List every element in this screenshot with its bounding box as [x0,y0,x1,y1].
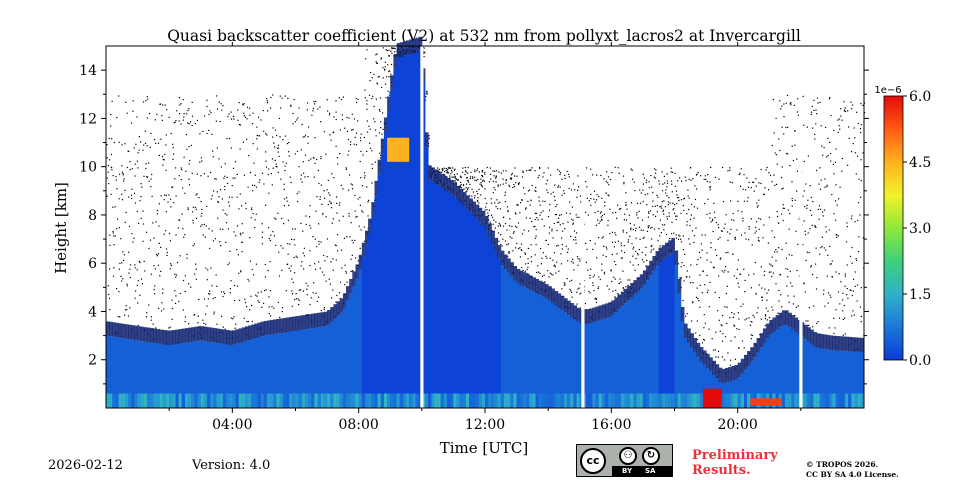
copyright-line1: © TROPOS 2026. [806,460,879,469]
chart-title: Quasi backscatter coefficient (V2) at 53… [167,27,801,45]
preliminary-line2: Results. [692,463,751,478]
attribution-icon: ⚇ [619,447,637,465]
share-alike-icon: ↻ [642,447,660,465]
colorbar-tick-label: 4.5 [909,155,931,171]
data-gap [799,46,803,408]
cloud-signals [387,137,782,408]
date-label: 2026-02-12 [48,458,123,473]
cc-by-label: BY [622,467,633,475]
plot-area [106,36,866,409]
colorbar-tick-label: 1.5 [909,287,931,303]
y-axis: 2 4 6 8 10 12 14 [79,63,869,385]
colorbar [883,95,904,361]
data-gaps [420,46,803,408]
y-tick-label: 14 [79,63,97,79]
x-axis-label: Time [UTC] [440,439,529,457]
cc-license-badge: cc ⚇ ↻ BY SA [576,444,673,477]
data-gap [581,46,585,408]
y-tick-label: 12 [79,111,97,127]
y-tick-label: 6 [88,256,97,272]
x-tick-label: 04:00 [212,417,252,433]
cc-strip: BY SA [612,466,672,476]
cloud-signal [387,137,410,162]
y-tick-label: 8 [88,208,97,224]
x-tick-label: 16:00 [591,417,631,433]
version-label: Version: 4.0 [192,458,271,473]
cloud-signal [702,388,722,408]
x-tick-label: 12:00 [465,417,505,433]
y-axis-label: Height [km] [52,182,70,274]
y-tick-label: 2 [88,353,97,369]
backscatter-columns [106,36,865,409]
data-gap [420,46,424,408]
colorbar-exponent: 1e−6 [874,85,901,96]
colorbar-tick-label: 6.0 [909,89,931,105]
x-tick-label: 20:00 [717,417,757,433]
x-axis: 04:00 08:00 12:00 16:00 20:00 [168,42,802,433]
copyright-notice: © TROPOS 2026. CC BY SA 4.0 License. [806,460,899,480]
cc-sa-label: SA [645,467,656,475]
preliminary-line1: Preliminary [692,448,778,463]
colorbar-ticks: 0.0 1.5 3.0 4.5 6.0 [903,89,931,369]
preliminary-results: Preliminary Results. [692,448,778,478]
y-tick-label: 10 [79,160,97,176]
copyright-line2: CC BY SA 4.0 License. [806,470,899,479]
y-tick-label: 4 [88,304,97,320]
cloud-signal [750,398,782,406]
cc-logo-icon: cc [580,448,606,474]
colorbar-tick-label: 0.0 [909,353,931,369]
colorbar-tick-label: 3.0 [909,221,931,237]
x-tick-label: 08:00 [338,417,378,433]
